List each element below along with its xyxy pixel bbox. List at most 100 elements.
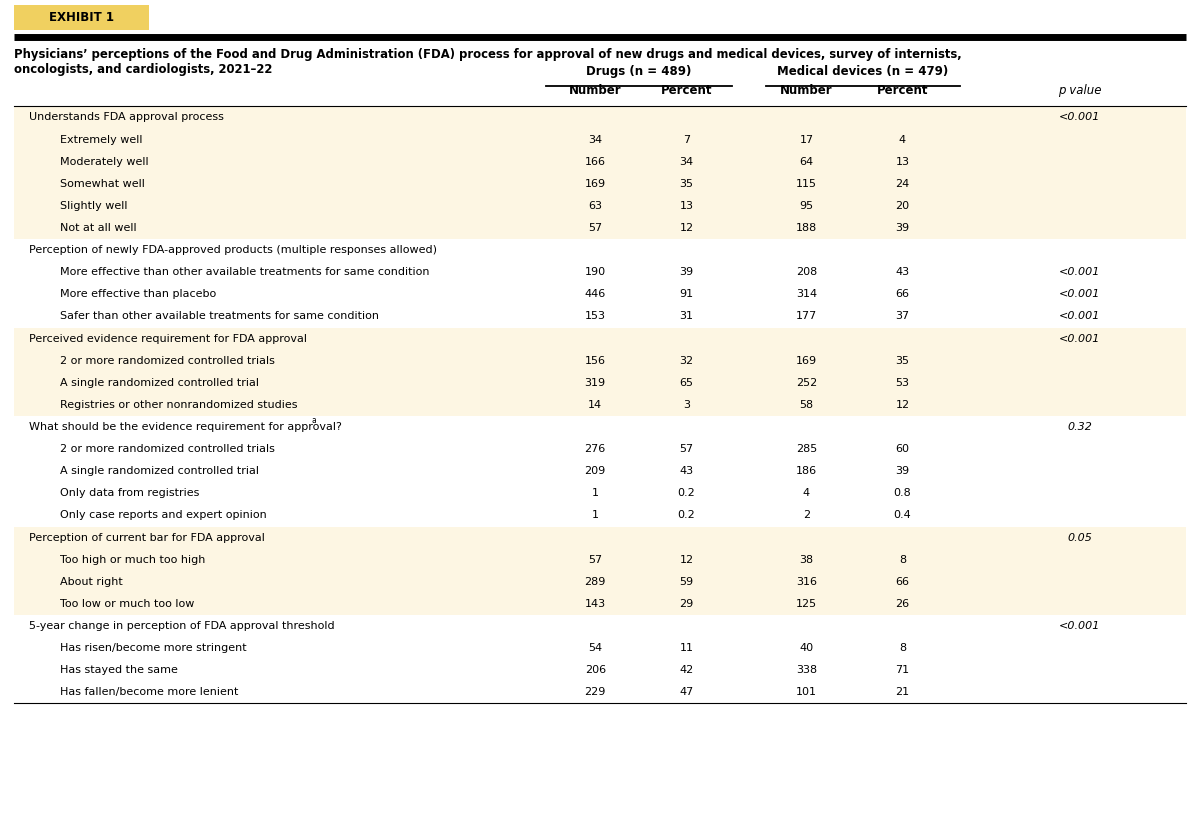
Text: 1: 1 — [592, 488, 599, 498]
FancyBboxPatch shape — [14, 217, 1186, 239]
Text: 177: 177 — [796, 312, 817, 322]
Text: 190: 190 — [584, 267, 606, 277]
Text: EXHIBIT 1: EXHIBIT 1 — [49, 11, 114, 24]
Text: 13: 13 — [895, 157, 910, 167]
Text: Only data from registries: Only data from registries — [60, 488, 199, 498]
Text: 4: 4 — [803, 488, 810, 498]
FancyBboxPatch shape — [14, 637, 1186, 659]
Text: 0.05: 0.05 — [1068, 533, 1092, 543]
Text: 12: 12 — [679, 554, 694, 564]
FancyBboxPatch shape — [14, 195, 1186, 217]
Text: Number: Number — [569, 84, 622, 97]
Text: 59: 59 — [679, 577, 694, 587]
Text: <0.001: <0.001 — [1060, 112, 1100, 122]
FancyBboxPatch shape — [14, 106, 1186, 129]
Text: Too low or much too low: Too low or much too low — [60, 599, 194, 609]
Text: 209: 209 — [584, 466, 606, 476]
Text: 188: 188 — [796, 223, 817, 233]
Text: Medical devices (n = 479): Medical devices (n = 479) — [778, 65, 948, 78]
Text: A single randomized controlled trial: A single randomized controlled trial — [60, 378, 259, 388]
Text: 57: 57 — [679, 444, 694, 454]
Text: 12: 12 — [679, 223, 694, 233]
Text: Safer than other available treatments for same condition: Safer than other available treatments fo… — [60, 312, 379, 322]
Text: 208: 208 — [796, 267, 817, 277]
FancyBboxPatch shape — [14, 681, 1186, 704]
Text: 289: 289 — [584, 577, 606, 587]
Text: 17: 17 — [799, 134, 814, 144]
FancyBboxPatch shape — [14, 593, 1186, 615]
Text: 66: 66 — [895, 290, 910, 299]
Text: 1: 1 — [592, 511, 599, 521]
Text: Too high or much too high: Too high or much too high — [60, 554, 205, 564]
Text: 58: 58 — [799, 400, 814, 410]
Text: 156: 156 — [584, 356, 606, 365]
FancyBboxPatch shape — [14, 549, 1186, 571]
Text: 2 or more randomized controlled trials: 2 or more randomized controlled trials — [60, 444, 275, 454]
Text: 34: 34 — [588, 134, 602, 144]
Text: 8: 8 — [899, 644, 906, 653]
Text: 2 or more randomized controlled trials: 2 or more randomized controlled trials — [60, 356, 275, 365]
Text: 57: 57 — [588, 554, 602, 564]
FancyBboxPatch shape — [14, 416, 1186, 438]
Text: Understands FDA approval process: Understands FDA approval process — [29, 112, 223, 122]
Text: Drugs (n = 489): Drugs (n = 489) — [587, 65, 691, 78]
Text: Physicians’ perceptions of the Food and Drug Administration (FDA) process for ap: Physicians’ perceptions of the Food and … — [14, 48, 962, 61]
Text: 26: 26 — [895, 599, 910, 609]
FancyBboxPatch shape — [14, 504, 1186, 526]
Text: 446: 446 — [584, 290, 606, 299]
Text: Moderately well: Moderately well — [60, 157, 149, 167]
Text: 13: 13 — [679, 201, 694, 211]
Text: 0.2: 0.2 — [678, 511, 695, 521]
Text: 29: 29 — [679, 599, 694, 609]
Text: 252: 252 — [796, 378, 817, 388]
Text: <0.001: <0.001 — [1060, 312, 1100, 322]
Text: 60: 60 — [895, 444, 910, 454]
Text: 53: 53 — [895, 378, 910, 388]
FancyBboxPatch shape — [14, 372, 1186, 394]
Text: 125: 125 — [796, 599, 817, 609]
Text: 101: 101 — [796, 687, 817, 697]
Text: Extremely well: Extremely well — [60, 134, 143, 144]
Text: About right: About right — [60, 577, 122, 587]
Text: Percent: Percent — [877, 84, 928, 97]
Text: 57: 57 — [588, 223, 602, 233]
Text: <0.001: <0.001 — [1060, 333, 1100, 343]
Text: 34: 34 — [679, 157, 694, 167]
Text: 39: 39 — [895, 466, 910, 476]
Text: 32: 32 — [679, 356, 694, 365]
Text: 71: 71 — [895, 665, 910, 675]
Text: Has stayed the same: Has stayed the same — [60, 665, 178, 675]
Text: Registries or other nonrandomized studies: Registries or other nonrandomized studie… — [60, 400, 298, 410]
Text: 153: 153 — [584, 312, 606, 322]
Text: 95: 95 — [799, 201, 814, 211]
Text: 35: 35 — [895, 356, 910, 365]
Text: 143: 143 — [584, 599, 606, 609]
Text: 338: 338 — [796, 665, 817, 675]
Text: Slightly well: Slightly well — [60, 201, 127, 211]
Text: 12: 12 — [895, 400, 910, 410]
Text: 3: 3 — [683, 400, 690, 410]
Text: 21: 21 — [895, 687, 910, 697]
Text: <0.001: <0.001 — [1060, 621, 1100, 631]
FancyBboxPatch shape — [14, 438, 1186, 460]
FancyBboxPatch shape — [14, 571, 1186, 593]
Text: Only case reports and expert opinion: Only case reports and expert opinion — [60, 511, 266, 521]
FancyBboxPatch shape — [14, 129, 1186, 151]
FancyBboxPatch shape — [14, 5, 149, 30]
FancyBboxPatch shape — [14, 305, 1186, 328]
Text: 314: 314 — [796, 290, 817, 299]
Text: 38: 38 — [799, 554, 814, 564]
Text: 54: 54 — [588, 644, 602, 653]
Text: 8: 8 — [899, 554, 906, 564]
Text: 91: 91 — [679, 290, 694, 299]
Text: <0.001: <0.001 — [1060, 267, 1100, 277]
Text: 31: 31 — [679, 312, 694, 322]
Text: 24: 24 — [895, 179, 910, 189]
Text: More effective than other available treatments for same condition: More effective than other available trea… — [60, 267, 430, 277]
Text: 316: 316 — [796, 577, 817, 587]
Text: 229: 229 — [584, 687, 606, 697]
Text: 66: 66 — [895, 577, 910, 587]
Text: 5-year change in perception of FDA approval threshold: 5-year change in perception of FDA appro… — [29, 621, 335, 631]
FancyBboxPatch shape — [14, 262, 1186, 283]
Text: Perception of current bar for FDA approval: Perception of current bar for FDA approv… — [29, 533, 265, 543]
